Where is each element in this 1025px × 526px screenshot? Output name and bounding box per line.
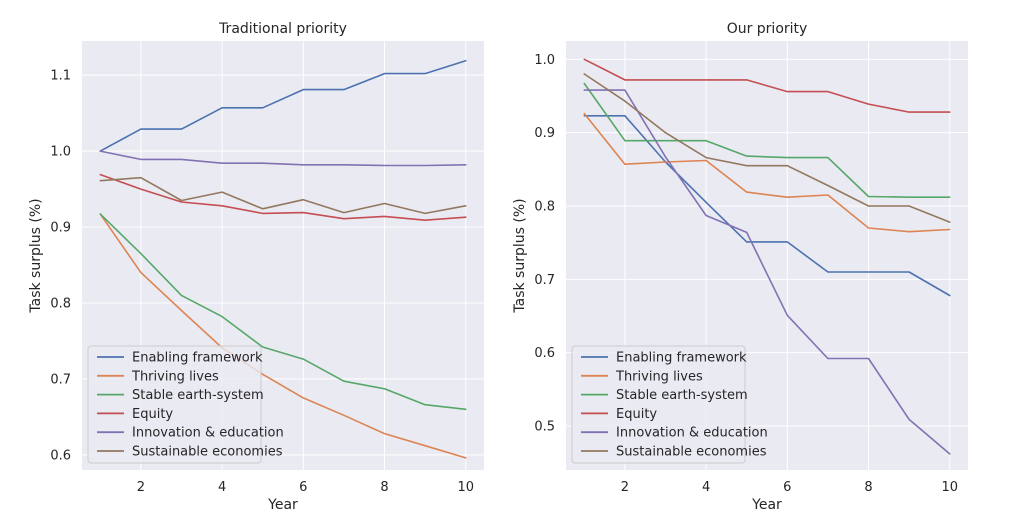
legend-label: Enabling framework [616, 351, 747, 366]
y-tick-label: 0.8 [50, 296, 71, 311]
y-tick-label: 1.0 [534, 53, 555, 68]
legend-label: Equity [616, 407, 657, 422]
chart-panel-1: 2 4 6 8 10 0.6 0.7 0.8 0.9 1.0 1.1 Traditional prio… [28, 21, 484, 513]
chart-title: Traditional priority [218, 21, 347, 37]
x-axis-label: Year [267, 497, 298, 513]
series-line [99, 173, 467, 221]
legend: Enabling framework Thriving lives Stable e… [87, 345, 284, 464]
y-tick-label: 1.0 [50, 145, 71, 160]
x-tick-label: 4 [702, 480, 710, 495]
legend-label: Equity [132, 407, 173, 422]
y-tick-label: 0.7 [534, 273, 555, 288]
x-tick-label: 10 [941, 480, 958, 495]
x-tick-label: 6 [783, 480, 791, 495]
y-tick-label: 0.5 [534, 420, 555, 435]
x-tick-label: 10 [457, 480, 474, 495]
x-tick-label: 8 [380, 480, 388, 495]
y-tick-label: 0.8 [534, 200, 555, 215]
x-tick-label: 2 [621, 480, 629, 495]
chart-panel-2: 2 4 6 8 10 0.5 0.6 0.7 0.8 0.9 1.0 Our priority Year… [512, 21, 968, 513]
y-tick-label: 1.1 [50, 69, 71, 84]
legend-box [571, 345, 746, 464]
legend-label: Thriving lives [615, 369, 703, 384]
chart-title: Our priority [727, 21, 808, 37]
x-axis-label: Year [751, 497, 782, 513]
series-line [583, 112, 951, 233]
series-line [99, 213, 467, 411]
x-tick-label: 4 [218, 480, 226, 495]
series-line [99, 59, 467, 152]
y-tick-label: 0.7 [50, 372, 71, 387]
x-tick-label: 2 [137, 480, 145, 495]
y-axis-label: Task surplus (%) [512, 198, 528, 313]
series-line [99, 150, 467, 167]
legend-label: Innovation & education [132, 426, 284, 441]
series-line [583, 58, 951, 113]
series-line [99, 176, 467, 215]
y-tick-label: 0.9 [534, 126, 555, 141]
y-tick-label: 0.6 [50, 448, 71, 463]
y-tick-label: 0.9 [50, 221, 71, 236]
legend-label: Thriving lives [131, 369, 219, 384]
legend-box [87, 345, 262, 464]
legend-label: Sustainable economies [616, 445, 767, 460]
legend-label: Stable earth-system [132, 388, 264, 403]
series-line [583, 115, 951, 297]
y-tick-label: 0.6 [534, 346, 555, 361]
series-line [99, 213, 467, 459]
legend-label: Enabling framework [132, 351, 263, 366]
x-tick-label: 8 [864, 480, 872, 495]
series-line [583, 89, 951, 455]
legend-label: Innovation & education [616, 426, 768, 441]
x-tick-label: 6 [299, 480, 307, 495]
legend-label: Stable earth-system [616, 388, 748, 403]
y-axis-label: Task surplus (%) [28, 198, 44, 313]
series-line [583, 82, 951, 198]
legend: Enabling framework Thriving lives Stable e… [571, 345, 768, 464]
legend-label: Sustainable economies [132, 445, 283, 460]
series-line [583, 73, 951, 223]
